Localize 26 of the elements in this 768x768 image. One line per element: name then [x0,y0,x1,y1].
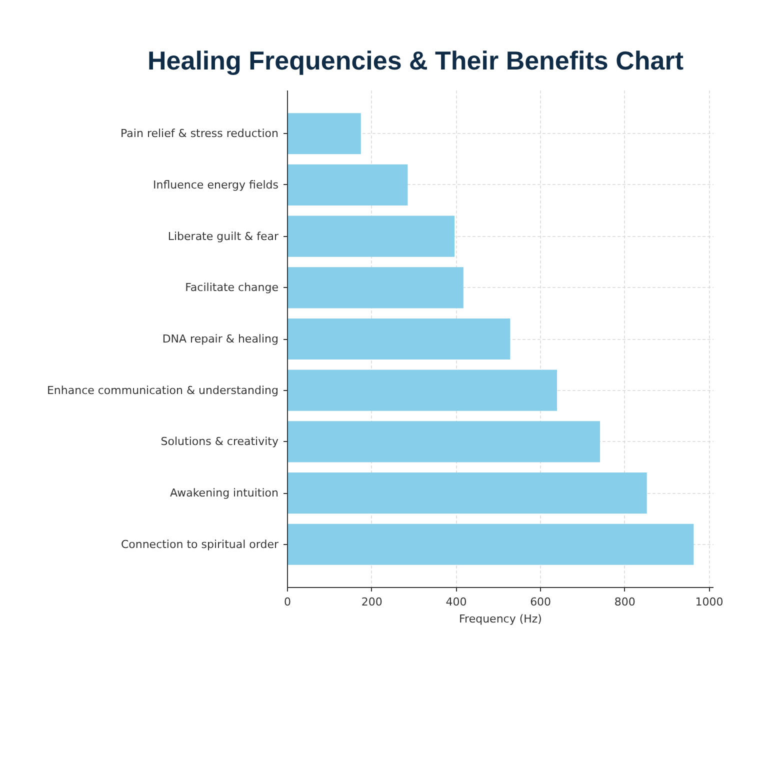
y-tick-label: Facilitate change [185,281,279,294]
bar [288,267,464,308]
x-tick-label: 600 [530,596,552,608]
y-tick-label: DNA repair & healing [162,332,278,346]
x-tick-label: 800 [614,596,636,608]
y-tick-label: Influence energy fields [153,178,279,192]
x-tick-label: 0 [284,596,291,608]
x-tick-label: 200 [361,596,382,608]
x-tick-label: 400 [446,596,467,608]
chart-title: Healing Frequencies & Their Benefits Chart [148,46,684,76]
bar [288,318,510,360]
bar [288,472,647,514]
y-tick-label: Enhance communication & understanding [46,384,279,397]
y-tick-label: Solutions & creativity [160,435,279,448]
y-tick-label: Pain relief & stress reduction [120,127,279,140]
x-tick-label: 1000 [695,596,724,608]
bar [288,113,361,154]
bar [288,216,455,257]
bar [288,164,408,206]
y-tick-label: Connection to spiritual order [120,538,279,551]
x-axis-title: Frequency (Hz) [459,612,542,626]
bar [288,421,600,462]
bar [288,370,558,411]
y-tick-label: Awakening intuition [170,486,279,500]
y-tick-label: Liberate guilt & fear [168,230,279,243]
bar [288,524,694,565]
